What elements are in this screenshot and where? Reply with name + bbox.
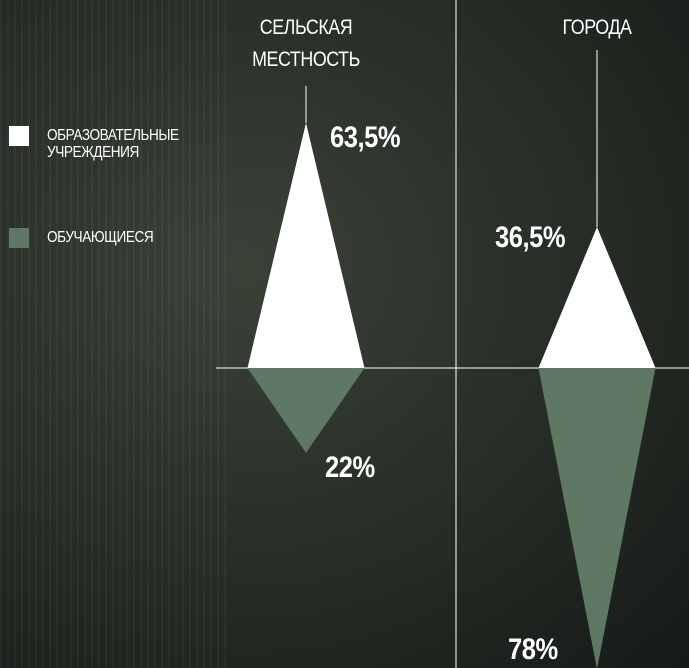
value-label: 22%	[325, 451, 375, 485]
triangle-down	[248, 368, 365, 453]
category-label: ГОРОДА	[538, 12, 657, 44]
legend-swatch	[9, 228, 29, 248]
legend-swatch	[9, 126, 29, 146]
infographic: ОБРАЗОВАТЕЛЬНЫЕ УЧРЕЖДЕНИЯ ОБУЧАЮЩИЕСЯ СЕЛ…	[0, 0, 689, 668]
triangle-down	[539, 368, 656, 668]
triangle-up	[248, 123, 365, 368]
value-label: 36,5%	[495, 221, 565, 255]
legend-label: ОБРАЗОВАТЕЛЬНЫЕ УЧРЕЖДЕНИЯ	[47, 127, 192, 161]
legend-label: ОБУЧАЮЩИЕСЯ	[47, 229, 192, 246]
chart	[0, 0, 689, 668]
value-label: 63,5%	[330, 121, 400, 155]
category-label: СЕЛЬСКАЯ МЕСТНОСТЬ	[247, 12, 366, 76]
value-label: 78%	[508, 633, 558, 667]
